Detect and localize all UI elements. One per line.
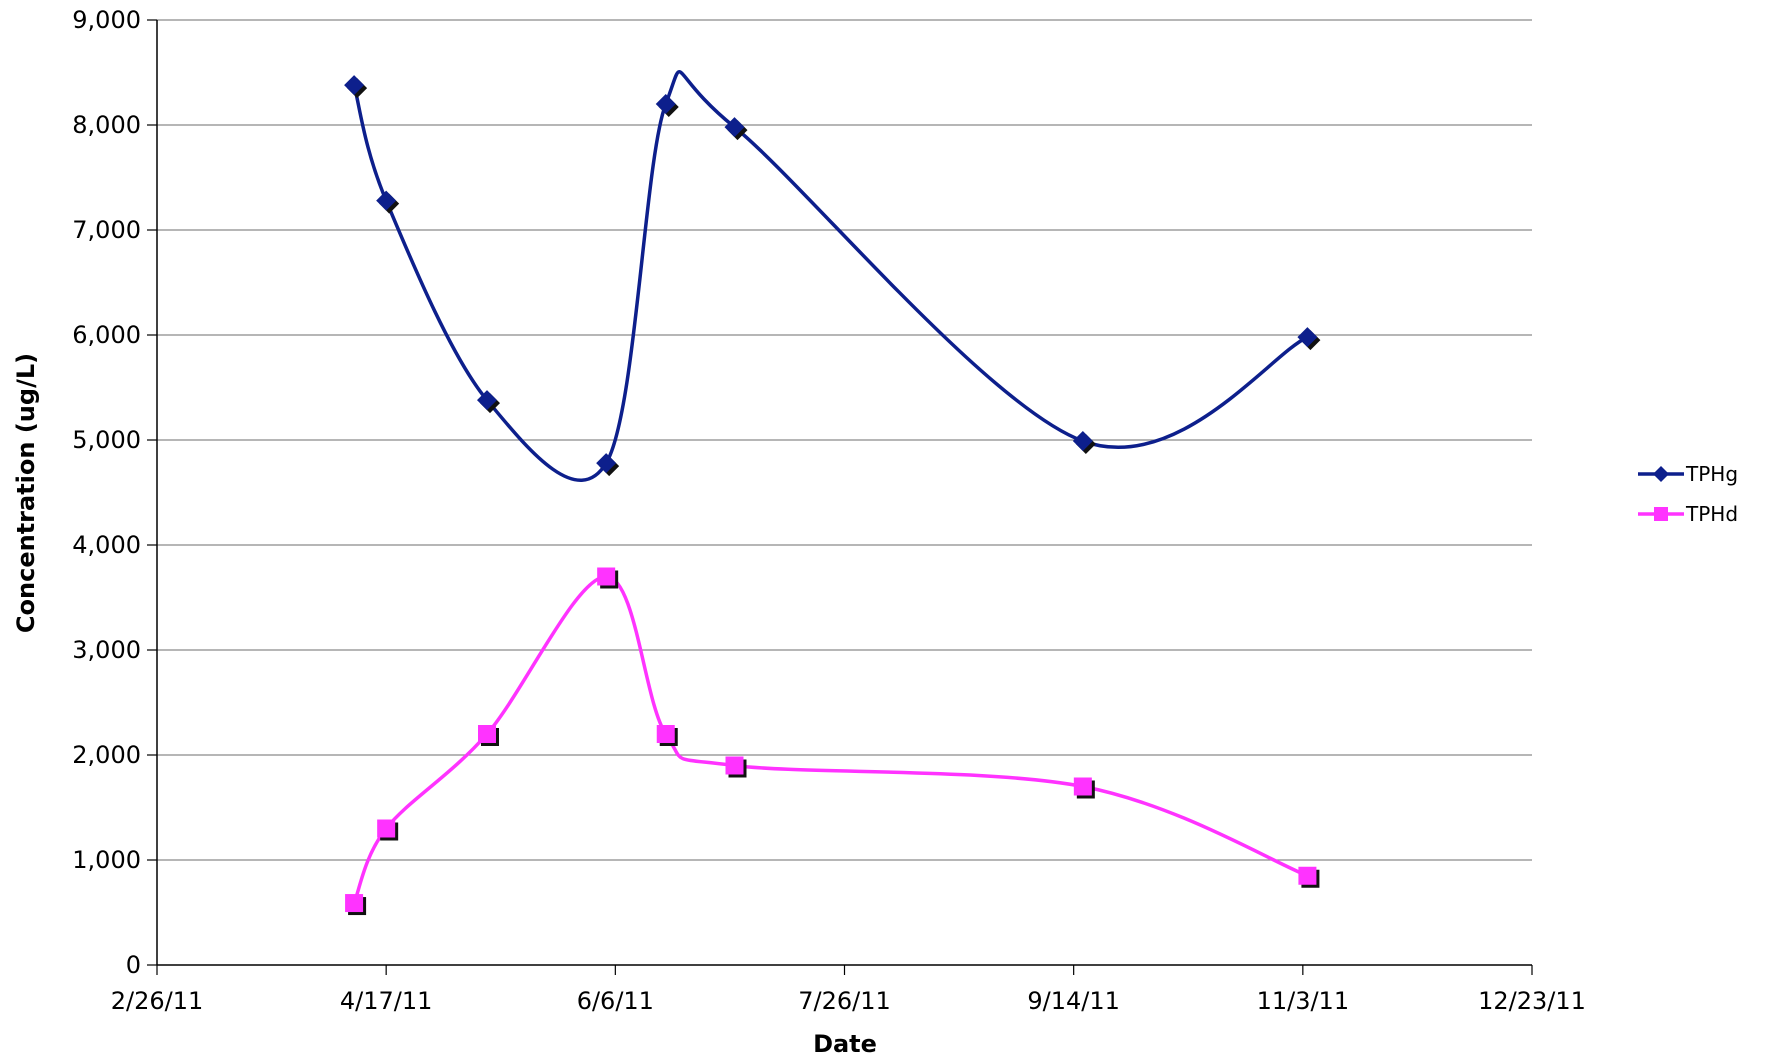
x-tick-label: 12/23/11 [1478,987,1586,1015]
data-point-marker [478,725,496,743]
legend-item-TPHd: TPHd [1638,502,1738,526]
y-tick-label: 4,000 [72,531,141,559]
x-axis-title: Date [813,1030,877,1058]
series-line [352,70,1310,482]
data-point-marker [477,390,497,411]
legend-label: TPHd [1685,502,1738,526]
legend-item-TPHg: TPHg [1638,462,1738,486]
data-point-marker [1073,777,1092,796]
series-TPHg [344,70,1321,482]
data-point-marker [1298,866,1317,885]
gridlines [157,19,1532,861]
y-tick-label: 0 [126,951,141,979]
y-tick-label: 8,000 [72,111,141,139]
y-tick-label: 1,000 [72,846,141,874]
y-axis-title: Concentration (ug/L) [12,353,40,633]
data-point-marker [345,894,364,913]
axes: 0 1,000 2,000 3,000 4,000 5,000 6,000 7,000 8,00… [72,6,1586,1015]
data-point-marker [596,453,617,474]
legend: TPHg TPHd [1638,462,1738,526]
data-point-marker [1654,507,1668,521]
x-tick-label: 7/26/11 [798,987,891,1015]
y-tick-label: 9,000 [72,6,141,34]
x-tick-label: 9/14/11 [1027,987,1120,1015]
x-tick-label: 4/17/11 [340,987,433,1015]
x-tick-label: 2/26/11 [111,987,204,1015]
x-tick-label: 11/3/11 [1257,987,1350,1015]
y-tick-label: 3,000 [72,636,141,664]
y-tick-label: 5,000 [72,426,141,454]
data-point-marker [376,190,397,211]
data-point-marker [344,75,365,96]
data-point-marker [1297,327,1318,348]
data-point-marker [1653,466,1669,482]
x-tick-label: 6/6/11 [577,987,654,1015]
plot-area [344,70,1321,916]
y-tick-label: 6,000 [72,321,141,349]
legend-label: TPHg [1685,462,1738,486]
data-point-marker [725,756,744,775]
data-point-marker [1072,431,1093,452]
data-point-marker [597,567,616,586]
data-point-marker [655,94,676,114]
data-point-marker [377,819,396,838]
y-tick-label: 2,000 [72,741,141,769]
y-tick-label: 7,000 [72,216,141,244]
data-point-marker [724,117,745,138]
data-point-marker [656,725,675,743]
series-TPHd [345,567,1320,916]
